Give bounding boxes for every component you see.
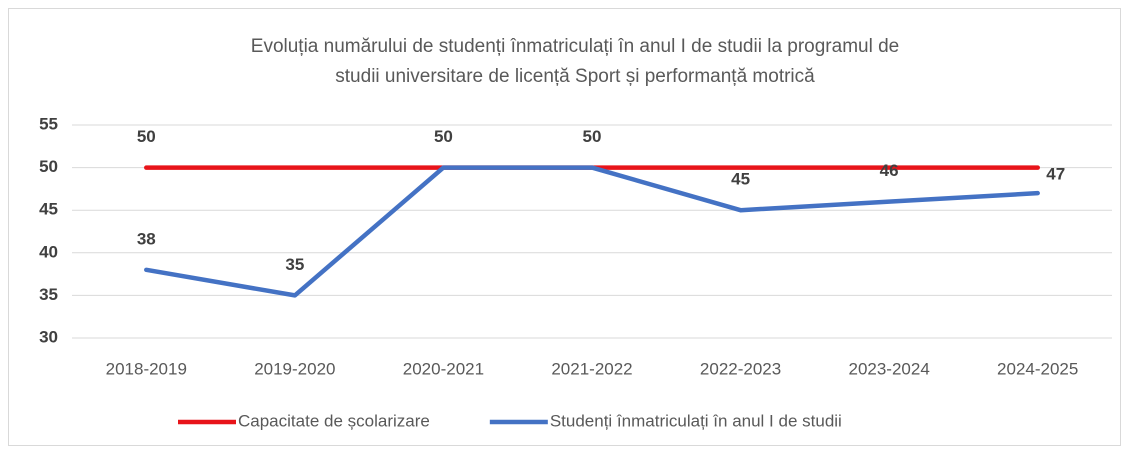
y-tick-label: 35 [39, 285, 58, 304]
x-tick-label: 2023-2024 [848, 359, 929, 378]
y-tick-label: 40 [39, 242, 58, 261]
chart-title: Evoluția numărului de studenți înmatricu… [251, 36, 899, 57]
legend-label: Studenți înmatriculați în anul I de stud… [550, 411, 842, 430]
data-label: 47 [1046, 165, 1065, 184]
data-label: 50 [434, 127, 453, 146]
x-tick-label: 2018-2019 [106, 359, 187, 378]
legend-label: Capacitate de școlarizare [238, 411, 430, 430]
x-tick-label: 2021-2022 [551, 359, 632, 378]
data-label: 46 [880, 161, 899, 180]
series-line [144, 165, 1040, 298]
x-tick-label: 2019-2020 [254, 359, 335, 378]
x-tick-label: 2022-2023 [700, 359, 781, 378]
y-tick-label: 55 [39, 114, 58, 133]
data-label: 38 [137, 229, 156, 248]
data-label: 50 [583, 127, 602, 146]
chart-title: studii universitare de licență Sport și … [335, 66, 815, 87]
data-label: 45 [731, 170, 750, 189]
y-tick-label: 50 [39, 157, 58, 176]
x-tick-label: 2024-2025 [997, 359, 1078, 378]
chart-border [8, 8, 1121, 446]
data-label: 35 [285, 255, 304, 274]
y-tick-label: 30 [39, 327, 58, 346]
y-tick-label: 45 [39, 200, 58, 219]
data-label: 50 [137, 127, 156, 146]
x-tick-label: 2020-2021 [403, 359, 484, 378]
